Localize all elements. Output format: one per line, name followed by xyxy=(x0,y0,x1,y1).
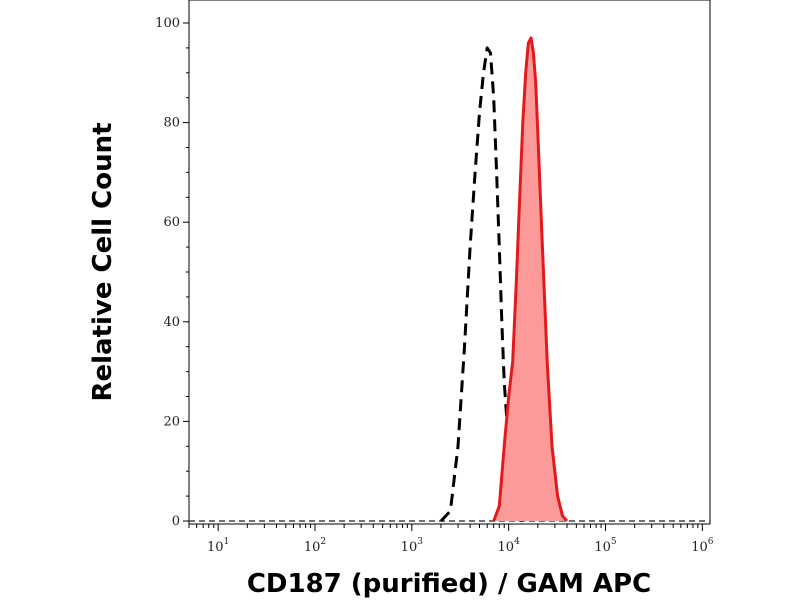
axes-layer: 0 20 40 60 80 100 101 102 103 104 105 106 xyxy=(155,16,714,555)
y-tick-label-5: 100 xyxy=(155,16,180,31)
x-tick-label-5: 106 xyxy=(691,537,714,555)
series-1-line xyxy=(492,36,569,523)
y-axis-title: Relative Cell Count xyxy=(88,122,118,401)
series-layer xyxy=(189,36,710,523)
y-tick-label-1: 20 xyxy=(163,414,180,429)
x-tick-label-0: 101 xyxy=(207,537,229,555)
x-axis-title: CD187 (purified) / GAM APC xyxy=(247,569,651,599)
x-tick-label-1: 102 xyxy=(304,537,326,555)
x-tick-label-4: 105 xyxy=(594,537,617,555)
plot-frame xyxy=(188,0,711,525)
y-tick-label-0: 0 xyxy=(172,514,180,529)
y-tick-label-4: 80 xyxy=(163,116,180,131)
x-tick-label-3: 104 xyxy=(498,537,521,555)
y-tick-label-3: 60 xyxy=(163,215,180,230)
y-tick-label-2: 40 xyxy=(163,315,180,330)
x-tick-label-2: 103 xyxy=(401,537,424,555)
